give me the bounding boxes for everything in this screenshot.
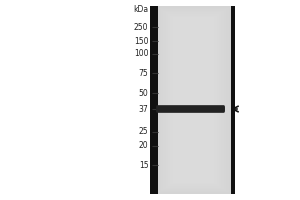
Text: 75: 75 (139, 68, 148, 77)
Text: 20: 20 (139, 142, 148, 150)
FancyBboxPatch shape (156, 106, 225, 112)
FancyBboxPatch shape (156, 106, 225, 112)
Text: 25: 25 (139, 128, 148, 136)
Bar (173, 17, 214, 183)
FancyBboxPatch shape (156, 108, 225, 110)
Bar (156, 6, 231, 194)
Bar (170, 16, 217, 184)
FancyBboxPatch shape (156, 107, 225, 111)
Bar (158, 8, 229, 192)
Text: 50: 50 (139, 88, 148, 98)
Bar (166, 12, 221, 188)
Text: 250: 250 (134, 22, 148, 31)
Bar (168, 14, 219, 186)
Text: 37: 37 (139, 104, 148, 114)
Text: 100: 100 (134, 49, 148, 58)
FancyBboxPatch shape (156, 105, 225, 113)
Bar (161, 9, 226, 191)
Bar (163, 11, 224, 189)
Bar (156, 6, 231, 194)
Text: kDa: kDa (134, 4, 148, 14)
Text: 15: 15 (139, 160, 148, 170)
Bar (231, 6, 235, 194)
Text: 150: 150 (134, 36, 148, 46)
Bar (150, 6, 158, 194)
